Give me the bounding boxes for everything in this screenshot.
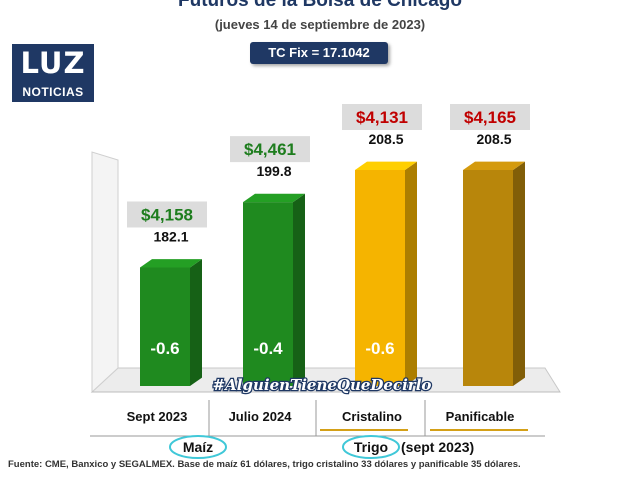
bar-2 <box>243 193 305 386</box>
group-highlight-circle <box>342 435 400 459</box>
price-badge-label: $4,461 <box>244 140 296 159</box>
chart-floor <box>90 151 561 394</box>
price-badge-bg <box>127 201 207 228</box>
chart-bars <box>140 161 525 386</box>
price-badge-label: $4,165 <box>464 108 516 127</box>
side-wall <box>91 151 119 394</box>
bar-1 <box>140 259 202 386</box>
exchange-rate-badge: TC Fix = 17.1042 <box>250 42 388 64</box>
category-label: Julio 2024 <box>229 409 293 424</box>
bar-side <box>405 161 417 386</box>
price-badge-bg <box>450 104 530 130</box>
category-label: Cristalino <box>342 409 402 424</box>
bar-value-label: 208.5 <box>476 131 511 147</box>
bar-front <box>355 170 405 386</box>
bar-change-label: -0.6 <box>365 339 394 358</box>
chart-subtitle: (jueves 14 de septiembre de 2023) <box>214 17 426 32</box>
bar-top <box>140 259 202 268</box>
category-label: Panificable <box>446 409 515 424</box>
price-badge-bg <box>342 104 422 130</box>
bar-change-label: -0.4 <box>253 339 283 358</box>
bar-value-label: 208.5 <box>368 131 403 147</box>
logo-noticias-text: NOTICIAS <box>22 85 84 99</box>
price-badge-label: $4,131 <box>356 108 408 127</box>
logo-luz-text: LUZ <box>20 46 86 80</box>
bar-front <box>463 170 513 386</box>
bar-front <box>243 202 293 386</box>
bar-top <box>463 161 525 170</box>
bar-top <box>243 193 305 203</box>
group-label-trigo: Trigo <box>354 439 388 455</box>
bar-value-label: 199.8 <box>256 163 291 179</box>
bar-top <box>355 161 417 170</box>
luz-noticias-logo: LUZ NOTICIAS <box>12 44 94 102</box>
bar-front <box>140 267 190 386</box>
price-badge-bg <box>230 136 310 163</box>
bar-change-label: -0.6 <box>150 339 179 358</box>
bar-side <box>190 259 202 386</box>
bar-4 <box>463 161 525 386</box>
bar-side <box>293 193 305 386</box>
group-highlight-circle <box>169 435 227 459</box>
bar-side <box>513 161 525 386</box>
bar-3 <box>355 161 417 386</box>
chart-title: Futuros de la Bolsa de Chicago <box>178 0 462 11</box>
category-label: Sept 2023 <box>127 409 188 424</box>
source-footnote: Fuente: CME, Banxico y SEGALMEX. Base de… <box>8 459 521 470</box>
price-badge-label: $4,158 <box>141 205 193 224</box>
group-label-maiz: Maíz <box>183 439 213 455</box>
bar-value-label: 182.1 <box>153 228 188 244</box>
chart-labels: -0.6 182.1 $4,158 Sept 2023 -0.4 199.8 $4,461 J… <box>90 104 545 459</box>
group-label-trigo-extra: (sept 2023) <box>401 439 474 455</box>
watermark-hashtag: #AlguienTieneQueDecirlo <box>213 376 432 394</box>
